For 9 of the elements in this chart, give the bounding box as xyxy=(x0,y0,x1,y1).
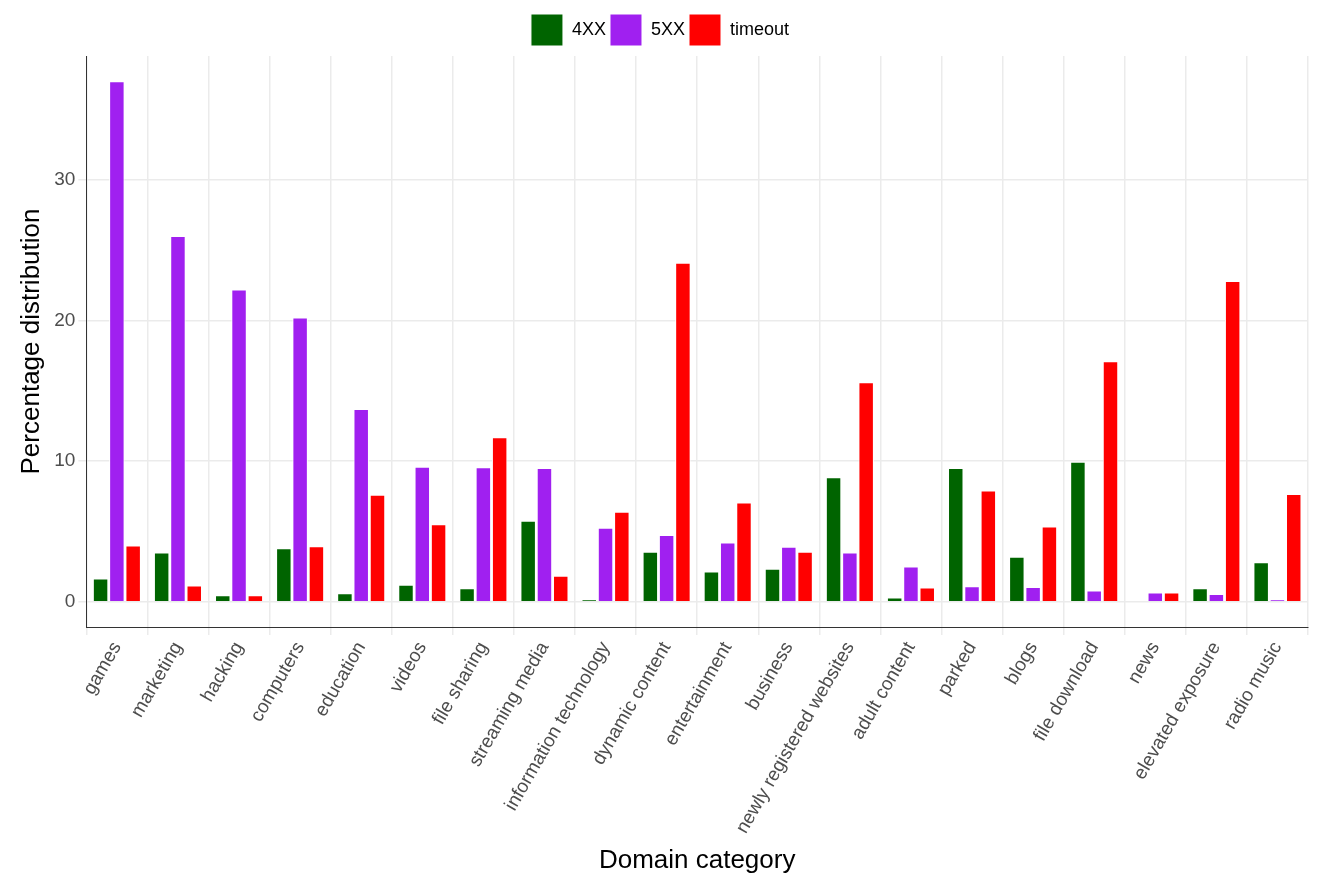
legend-label: timeout xyxy=(730,18,790,39)
y-tick-label: 10 xyxy=(54,449,76,471)
legend-label: 4XX xyxy=(571,18,606,39)
y-tick-label: 30 xyxy=(54,168,76,189)
y-tick-label: 20 xyxy=(54,308,76,330)
y-axis-title: Percentage distribution xyxy=(14,208,45,475)
y-tick-label: 0 xyxy=(64,589,76,611)
x-axis-title: Domain category xyxy=(598,843,796,874)
legend-label: 5XX xyxy=(650,18,686,39)
